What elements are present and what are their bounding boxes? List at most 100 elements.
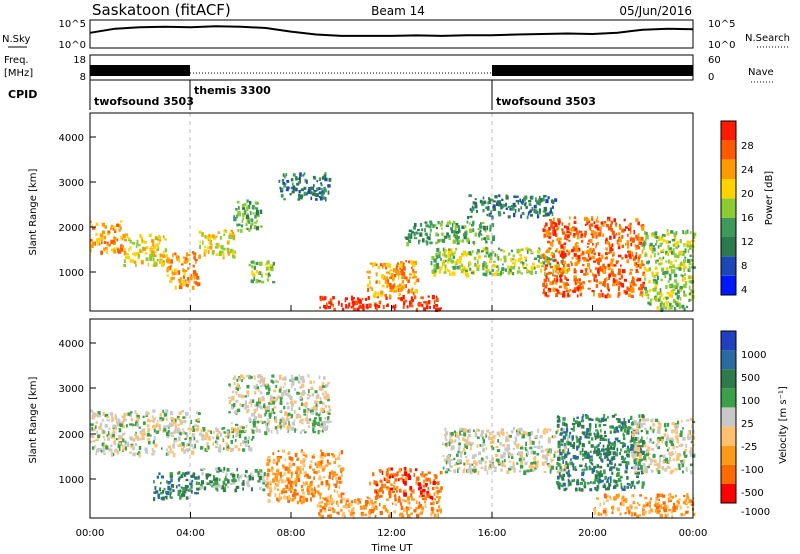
echo-cell <box>315 412 318 416</box>
echo-cell <box>255 211 259 216</box>
echo-cell <box>654 463 658 466</box>
echo-cell <box>557 442 561 445</box>
echo-cell <box>169 488 172 491</box>
echo-cell <box>419 503 422 509</box>
echo-cell <box>327 184 331 188</box>
echo-cell <box>435 265 440 270</box>
echo-cell <box>433 272 437 277</box>
echo-cell <box>639 494 643 497</box>
echo-cell <box>177 278 182 281</box>
echo-cell <box>562 266 566 271</box>
echo-cell <box>666 302 669 307</box>
echo-cell <box>272 460 276 464</box>
echo-cell <box>313 177 317 180</box>
echo-cell <box>119 423 123 428</box>
echo-cell <box>456 266 460 270</box>
echo-cell <box>520 433 524 436</box>
echo-cell <box>111 413 113 418</box>
echo-cell <box>247 204 251 209</box>
echo-cell <box>589 238 593 244</box>
echo-cell <box>657 420 660 425</box>
echo-cell <box>282 464 285 468</box>
echo-cell <box>543 278 547 283</box>
echo-cell <box>169 493 172 498</box>
echo-cell <box>185 281 188 285</box>
echo-cell <box>663 239 666 242</box>
echo-cell <box>221 427 224 430</box>
echo-cell <box>308 488 311 491</box>
echo-cell <box>471 463 474 466</box>
echo-cell <box>689 463 692 467</box>
echo-cell <box>674 236 677 241</box>
echo-cell <box>405 475 409 480</box>
echo-cell <box>492 430 495 433</box>
echo-cell <box>273 406 277 409</box>
echo-cell <box>538 211 541 215</box>
echo-cell <box>636 514 640 519</box>
echo-cell <box>490 436 494 441</box>
echo-cell <box>114 450 116 453</box>
echo-cell <box>599 473 604 478</box>
echo-cell <box>225 472 228 476</box>
echo-cell <box>102 446 105 449</box>
echo-cell <box>417 482 421 487</box>
echo-cell <box>319 461 323 466</box>
echo-cell <box>557 481 560 484</box>
echo-cell <box>253 416 258 420</box>
echo-cell <box>577 258 581 262</box>
echo-cell <box>594 435 597 441</box>
echo-cell <box>428 478 430 481</box>
echo-cell <box>580 252 583 257</box>
echo-cell <box>323 395 327 399</box>
echo-cell <box>537 215 540 219</box>
echo-cell <box>156 475 159 479</box>
echo-cell <box>266 462 270 467</box>
echo-cell <box>345 304 348 309</box>
echo-cell <box>362 306 365 311</box>
echo-cell <box>525 205 528 209</box>
echo-cell <box>445 460 448 465</box>
echo-cell <box>463 451 467 455</box>
echo-cell <box>234 391 238 394</box>
echo-cell <box>560 268 562 272</box>
echo-cell <box>482 208 485 213</box>
echo-cell <box>516 195 519 198</box>
echo-cell <box>435 495 439 498</box>
echo-cell <box>375 263 378 267</box>
echo-cell <box>595 218 598 223</box>
echo-cell <box>202 427 206 431</box>
echo-cell <box>189 436 192 441</box>
echo-cell <box>239 403 242 407</box>
echo-cell <box>463 467 466 472</box>
echo-cell <box>271 408 274 412</box>
echo-cell <box>182 256 186 259</box>
echo-cell <box>482 263 486 267</box>
echo-cell <box>567 452 571 455</box>
echo-cell <box>599 266 602 271</box>
echo-cell <box>489 271 492 275</box>
echo-cell <box>566 264 569 268</box>
n-sky-label: N.Sky <box>2 34 30 45</box>
echo-cell <box>259 391 263 395</box>
echo-cell <box>122 417 126 423</box>
echo-cell <box>221 485 224 490</box>
echo-cell <box>564 275 566 279</box>
echo-cell <box>668 265 673 269</box>
echo-cell <box>633 283 638 287</box>
echo-cell <box>310 487 313 492</box>
echo-cell <box>508 268 512 273</box>
echo-cell <box>507 206 512 209</box>
echo-cell <box>130 411 133 414</box>
echo-cell <box>212 436 215 439</box>
echo-cell <box>597 220 600 223</box>
echo-cell <box>450 227 453 231</box>
echo-cell <box>686 258 691 263</box>
echo-cell <box>640 291 644 294</box>
echo-cell <box>412 263 416 267</box>
echo-cell <box>502 452 507 455</box>
echo-cell <box>380 294 384 297</box>
echo-cell <box>248 436 250 440</box>
echo-cell <box>293 400 297 404</box>
echo-cell <box>413 282 416 285</box>
echo-cell <box>603 413 606 418</box>
